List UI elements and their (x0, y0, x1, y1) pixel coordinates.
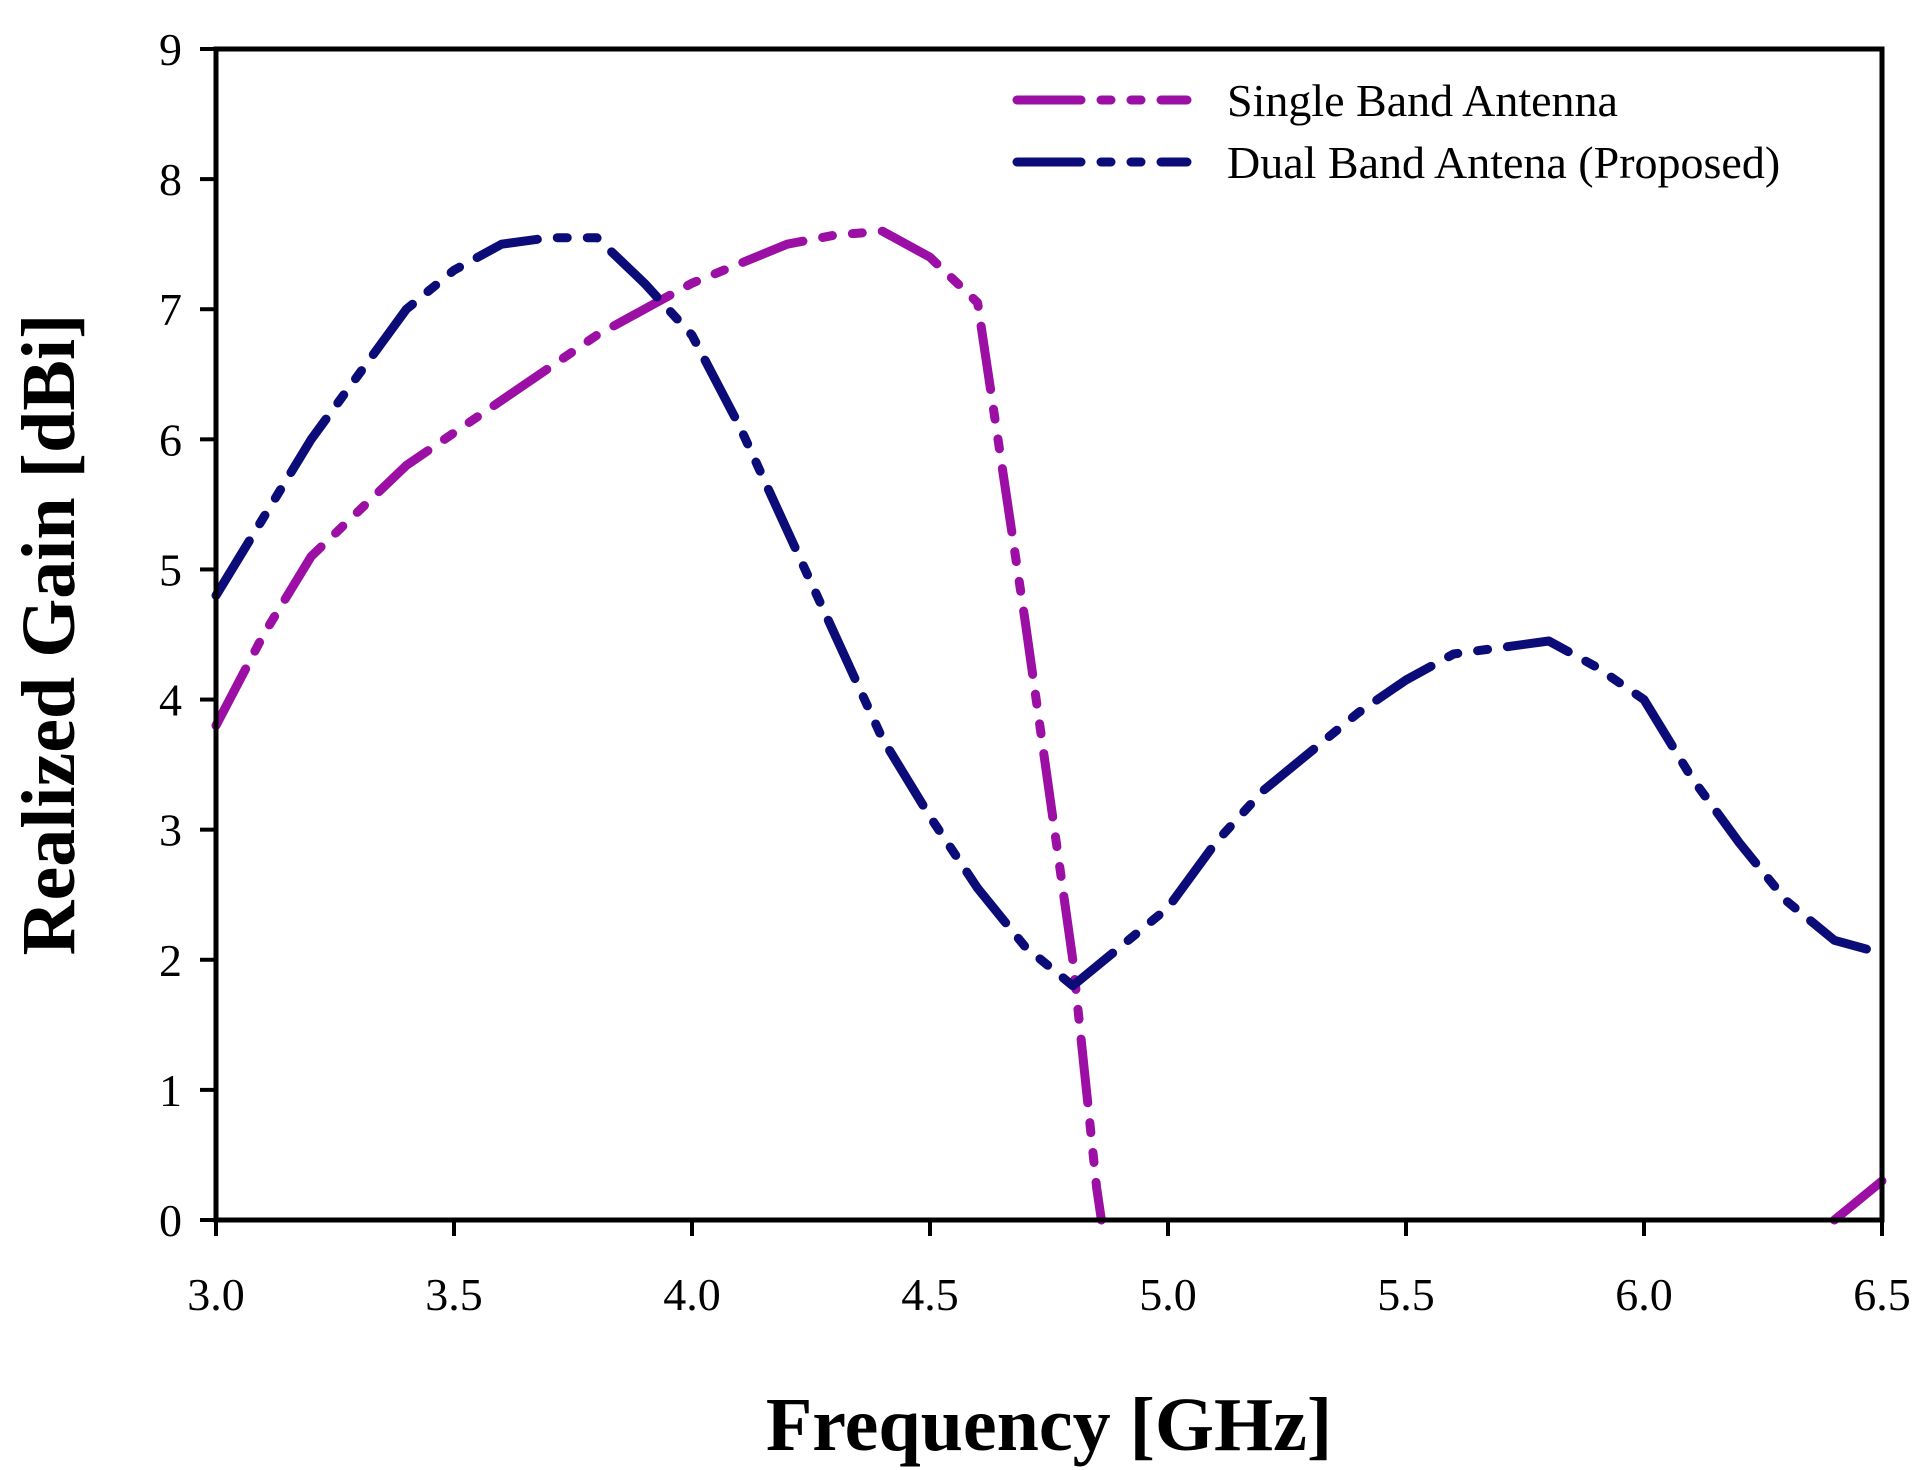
y-axis-title: Realized Gain [dBi] (7, 314, 91, 956)
x-tick-label: 6.5 (1853, 1269, 1911, 1320)
x-tick-label: 4.0 (663, 1269, 721, 1320)
x-tick-label: 3.0 (187, 1269, 245, 1320)
series-line-0 (211, 226, 1106, 1225)
y-tick-label: 2 (159, 935, 182, 986)
y-tick-label: 7 (159, 284, 182, 335)
y-tick-label: 6 (159, 414, 182, 465)
legend-label-0: Single Band Antenna (1227, 75, 1618, 126)
y-tick-label: 8 (159, 154, 182, 205)
y-axis: 0 1 2 3 4 5 6 7 8 9 (159, 24, 216, 1246)
series-line-1 (1829, 1176, 1887, 1225)
y-tick-label: 3 (159, 805, 182, 856)
series-layer (211, 226, 1887, 1225)
y-tick-label: 4 (159, 675, 182, 726)
y-tick-label: 9 (159, 24, 182, 75)
y-tick-label: 1 (159, 1065, 182, 1116)
plot-frame (213, 46, 1885, 1223)
x-tick-label: 3.5 (425, 1269, 483, 1320)
x-axis-title: Frequency [GHz] (766, 1383, 1332, 1467)
x-tick-label: 5.5 (1377, 1269, 1435, 1320)
x-tick-label: 6.0 (1615, 1269, 1673, 1320)
y-tick-label: 5 (159, 544, 182, 595)
legend-label-1: Dual Band Antena (Proposed) (1227, 137, 1780, 188)
y-tick-label: 0 (159, 1195, 182, 1246)
x-tick-label: 5.0 (1139, 1269, 1197, 1320)
x-axis: 3.0 3.5 4.0 4.5 5.0 5.5 6.0 6.5 (187, 1220, 1911, 1320)
x-tick-label: 4.5 (901, 1269, 959, 1320)
series-line-2 (211, 233, 1887, 991)
legend: Single Band Antenna Dual Band Antena (Pro… (1012, 75, 1780, 188)
